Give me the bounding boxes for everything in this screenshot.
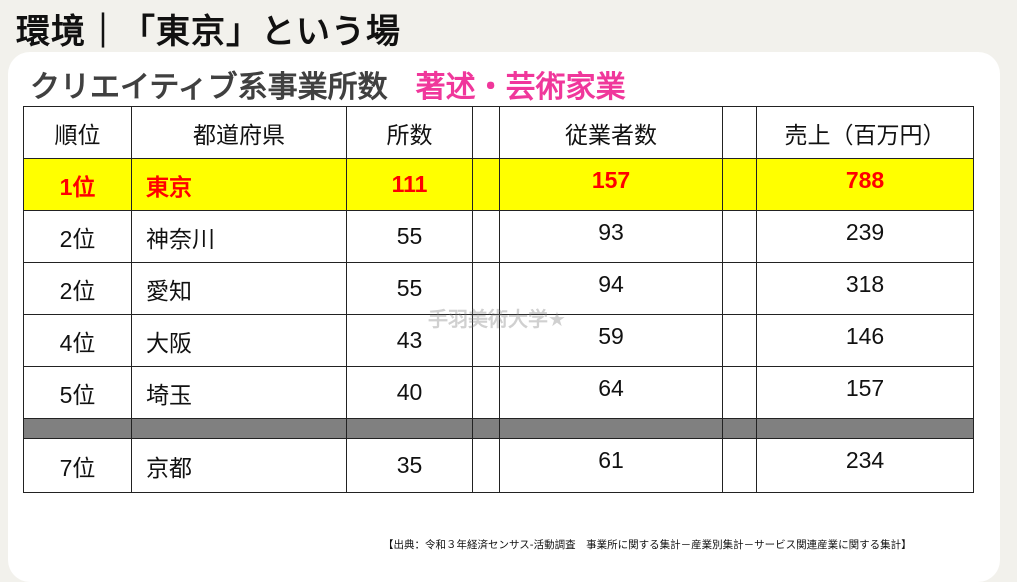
cell-spacer xyxy=(472,438,500,493)
cell-spacer xyxy=(722,262,757,315)
cell-employees: 157 xyxy=(499,158,723,211)
cell-gap xyxy=(472,418,500,439)
ranking-table: 順位 都道府県 所数 従業者数 売上（百万円） 1位 東京 111 157 788 2位神… xyxy=(23,106,974,493)
cell-offices: 111 xyxy=(346,158,473,211)
category-label: 著述・芸術家業 xyxy=(415,70,626,105)
cell-offices: 35 xyxy=(346,438,473,493)
header-spacer xyxy=(722,106,757,159)
subtitle: クリエイティブ系事業所数 著述・芸術家業 xyxy=(30,62,626,106)
header-spacer xyxy=(472,106,500,159)
cell-employees: 93 xyxy=(499,210,723,263)
cell-sales: 788 xyxy=(756,158,974,211)
cell-rank: 5位 xyxy=(23,366,132,419)
watermark: 手羽美術大学★ xyxy=(428,307,566,331)
header-prefecture: 都道府県 xyxy=(131,106,347,159)
cell-rank: 2位 xyxy=(23,262,132,315)
cell-spacer xyxy=(472,262,500,315)
header-employees: 従業者数 xyxy=(499,106,723,159)
table-header: 順位 都道府県 所数 従業者数 売上（百万円） xyxy=(23,106,974,159)
cell-sales: 146 xyxy=(756,314,974,367)
cell-pref: 大阪 xyxy=(131,314,347,367)
cell-rank: 4位 xyxy=(23,314,132,367)
cell-spacer xyxy=(722,314,757,367)
cell-employees: 64 xyxy=(499,366,723,419)
table-row: 2位 神奈川 55 93 239 xyxy=(23,210,974,263)
cell-spacer xyxy=(722,438,757,493)
cell-spacer xyxy=(722,366,757,419)
header-rank: 順位 xyxy=(23,106,132,159)
header-offices: 所数 xyxy=(346,106,473,159)
cell-offices: 55 xyxy=(346,210,473,263)
cell-sales: 157 xyxy=(756,366,974,419)
cell-gap xyxy=(23,418,132,439)
cell-gap xyxy=(756,418,974,439)
cell-gap xyxy=(499,418,723,439)
cell-gap xyxy=(131,418,347,439)
cell-rank: 2位 xyxy=(23,210,132,263)
cell-sales: 234 xyxy=(756,438,974,493)
cell-offices: 43 xyxy=(346,314,473,367)
subtitle-text: クリエイティブ系事業所数 xyxy=(30,70,388,105)
table-row: 4位 大阪 43 59 146 xyxy=(23,314,974,367)
cell-pref: 神奈川 xyxy=(131,210,347,263)
table-row: 7位 京都 35 61 234 xyxy=(23,438,974,493)
cell-spacer xyxy=(472,210,500,263)
cell-sales: 318 xyxy=(756,262,974,315)
cell-employees: 59 xyxy=(499,314,723,367)
cell-spacer xyxy=(722,158,757,211)
cell-offices: 40 xyxy=(346,366,473,419)
cell-pref: 京都 xyxy=(131,438,347,493)
page-title: 環境｜「東京」という場 xyxy=(16,12,401,52)
table-row: 1位 東京 111 157 788 xyxy=(23,158,974,211)
cell-pref: 東京 xyxy=(131,158,347,211)
cell-spacer xyxy=(472,366,500,419)
cell-offices: 55 xyxy=(346,262,473,315)
cell-rank: 1位 xyxy=(23,158,132,211)
table-row: 5位 埼玉 40 64 157 xyxy=(23,366,974,419)
gap-row xyxy=(23,418,974,439)
cell-spacer xyxy=(472,158,500,211)
source-citation: 【出典：令和３年経済センサス-活動調査 事業所に関する集計－産業別集計－サービス… xyxy=(383,539,912,551)
cell-pref: 愛知 xyxy=(131,262,347,315)
cell-rank: 7位 xyxy=(23,438,132,493)
cell-pref: 埼玉 xyxy=(131,366,347,419)
cell-employees: 61 xyxy=(499,438,723,493)
cell-spacer xyxy=(722,210,757,263)
header-sales: 売上（百万円） xyxy=(756,106,974,159)
cell-gap xyxy=(346,418,473,439)
cell-sales: 239 xyxy=(756,210,974,263)
cell-gap xyxy=(722,418,757,439)
